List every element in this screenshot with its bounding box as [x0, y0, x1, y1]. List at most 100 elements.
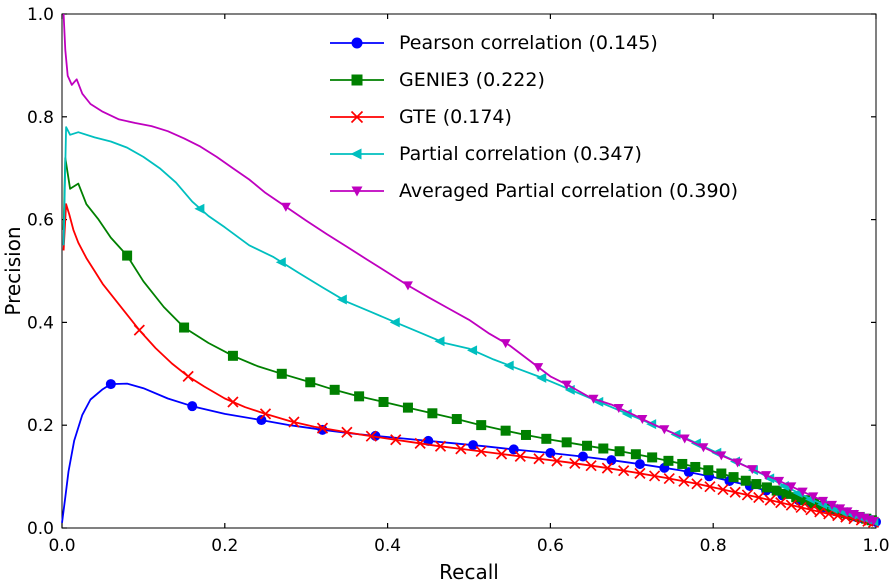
series-line-gte	[62, 203, 877, 524]
marker-circle-icon	[256, 415, 267, 426]
marker-triangle-down-icon	[613, 403, 624, 413]
marker-x-icon	[764, 494, 776, 506]
marker-triangle-down-icon	[842, 507, 853, 517]
marker-triangle-left-icon	[536, 372, 547, 383]
y-axis-label: Precision	[1, 226, 25, 315]
marker-triangle-down-icon	[835, 504, 846, 514]
marker-triangle-down-icon	[402, 281, 413, 291]
axes-frame	[61, 13, 877, 529]
legend-item-genie3: GENIE3 (0.222)	[328, 61, 738, 98]
legend-label-avg-partial: Averaged Partial correlation (0.390)	[399, 179, 739, 202]
marker-triangle-down-icon	[868, 516, 879, 526]
y-tick-label: 0.0	[27, 519, 54, 539]
legend-label-partial: Partial correlation (0.347)	[399, 142, 642, 165]
marker-triangle-left-icon	[593, 396, 604, 407]
marker-x-icon	[227, 396, 239, 408]
marker-triangle-down-icon	[637, 414, 648, 424]
marker-square-icon	[122, 250, 133, 261]
marker-square-icon	[476, 420, 487, 431]
legend-sample-genie3	[330, 74, 384, 85]
marker-triangle-down-icon	[761, 471, 772, 481]
marker-x-icon	[814, 506, 826, 518]
marker-x-icon	[365, 430, 377, 442]
marker-circle-icon	[468, 440, 479, 451]
marker-triangle-down-icon	[588, 394, 599, 404]
marker-x-icon	[341, 426, 353, 438]
marker-x-icon	[753, 491, 765, 504]
marker-triangle-down-icon	[774, 476, 785, 486]
marker-square-icon	[771, 485, 782, 496]
marker-square-icon	[800, 495, 811, 506]
marker-triangle-down-icon	[716, 451, 727, 461]
x-tick-label: 1.0	[862, 536, 889, 556]
marker-x-icon	[678, 475, 690, 487]
legend-sample-pearson	[330, 37, 384, 48]
marker-triangle-down-icon	[808, 492, 819, 502]
marker-square-icon	[716, 468, 727, 479]
marker-x-icon	[455, 443, 467, 455]
legend-label-genie3: GENIE3 (0.222)	[399, 68, 545, 91]
marker-square-icon	[378, 396, 389, 407]
marker-square-icon	[751, 479, 762, 490]
x-tick-label: 0.2	[211, 536, 238, 556]
legend-item-partial: Partial correlation (0.347)	[328, 135, 738, 172]
marker-square-icon	[647, 452, 658, 463]
marker-x-icon	[618, 465, 630, 477]
marker-triangle-left-icon	[467, 345, 478, 356]
marker-x-icon	[805, 504, 817, 516]
series-line-avg-partial	[62, 13, 877, 523]
marker-triangle-left-icon	[389, 317, 400, 328]
marker-square-icon	[520, 429, 531, 440]
marker-square-icon	[728, 472, 739, 483]
x-tick-label: 0.6	[537, 536, 564, 556]
marker-square-icon	[561, 437, 572, 448]
series-pearson	[61, 379, 881, 527]
legend-sample-avg-partial	[330, 186, 384, 196]
marker-triangle-down-icon	[561, 380, 572, 390]
marker-square-icon	[677, 458, 688, 469]
series-avg-partial	[62, 13, 879, 526]
marker-x-icon	[691, 478, 703, 490]
y-tick-label: 0.8	[27, 108, 54, 128]
series-gte	[62, 203, 880, 528]
y-tick-label: 1.0	[27, 5, 54, 25]
marker-triangle-down-icon	[797, 487, 808, 497]
marker-x-icon	[495, 448, 508, 460]
x-tick-label: 0.0	[48, 536, 75, 556]
marker-square-icon	[500, 425, 511, 436]
marker-triangle-down-icon	[533, 363, 544, 373]
y-tick-label: 0.2	[27, 416, 54, 436]
marker-x-icon	[741, 489, 753, 501]
marker-x-icon	[795, 501, 807, 514]
marker-x-icon	[533, 453, 545, 465]
marker-x-icon	[785, 499, 797, 511]
marker-square-icon	[329, 384, 340, 395]
marker-triangle-left-icon	[434, 336, 445, 347]
marker-square-icon	[276, 368, 287, 379]
marker-x-icon	[434, 440, 447, 452]
x-axis-label: Recall	[439, 560, 499, 584]
y-tick-label: 0.6	[27, 211, 54, 231]
marker-x-icon	[663, 472, 675, 485]
x-tick-label: 0.8	[700, 536, 727, 556]
marker-circle-icon	[351, 37, 363, 48]
marker-x-icon	[259, 408, 272, 420]
marker-x-icon	[133, 324, 145, 336]
marker-circle-icon	[105, 379, 116, 390]
marker-triangle-left-icon	[275, 257, 286, 268]
marker-x-icon	[729, 486, 741, 498]
marker-square-icon	[690, 461, 701, 472]
marker-triangle-down-icon	[659, 425, 670, 435]
marker-x-icon	[634, 467, 646, 479]
x-tick-label: 0.4	[374, 536, 401, 556]
legend-sample-partial	[330, 148, 384, 159]
marker-x-icon	[775, 497, 787, 509]
marker-triangle-left-icon	[194, 203, 205, 214]
marker-x-icon	[475, 445, 487, 458]
marker-square-icon	[663, 455, 674, 466]
marker-x-icon	[182, 370, 194, 382]
legend: Pearson correlation (0.145) GENIE3 (0.222…	[328, 24, 738, 209]
marker-triangle-down-icon	[679, 434, 690, 444]
marker-square-icon	[305, 377, 316, 388]
